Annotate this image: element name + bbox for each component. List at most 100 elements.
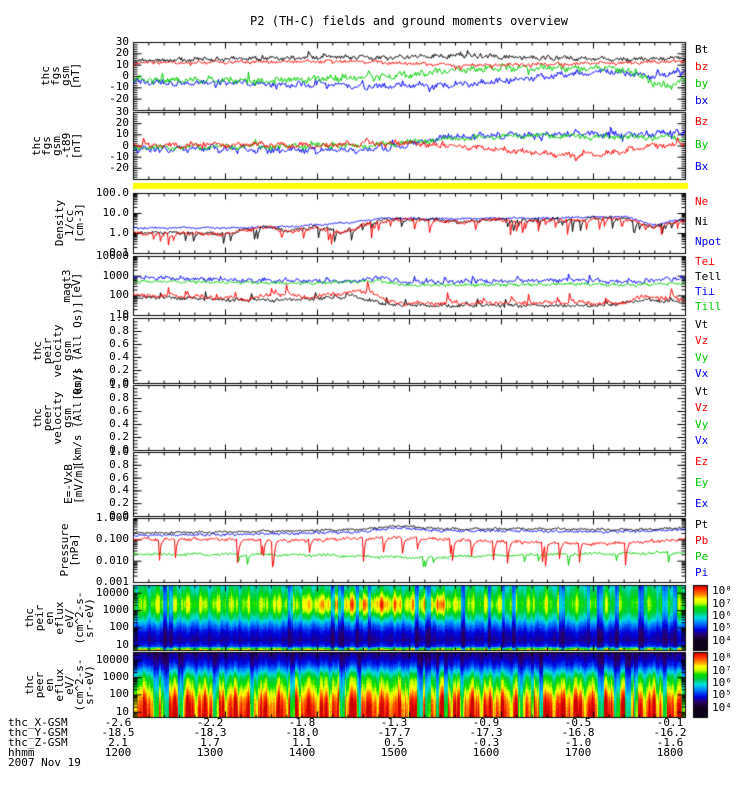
y-tick-label: 0.8 (109, 391, 129, 404)
legend-Bz: Bz (695, 115, 709, 128)
xaxis-value: -0.3 (472, 736, 500, 749)
y-tick-label: 0.4 (109, 483, 129, 496)
y-tick-label: 0.010 (95, 554, 129, 567)
legend-Ne: Ne (695, 195, 709, 208)
y-tick-label: 1000 (102, 269, 130, 282)
xaxis-row-label: thc_Z-GSM (8, 736, 68, 749)
y-tick-label: 0.2 (109, 363, 129, 376)
xaxis-value: -18.3 (193, 726, 227, 739)
y-tick-label: 1.0 (109, 378, 129, 391)
legend-Vx: Vx (695, 434, 709, 447)
xaxis-value: 1800 (656, 746, 684, 759)
panel-ylabel: Density 1/cc [cm-3] (53, 199, 86, 247)
y-tick-label: 0.6 (109, 337, 129, 350)
y-tick-label: 0.2 (109, 430, 129, 443)
colorbar-tick-label: 10⁴ (712, 701, 732, 714)
legend-bx: bx (695, 94, 709, 107)
xaxis-value: 1400 (288, 746, 316, 759)
legend-Vy: Vy (695, 418, 709, 431)
y-tick-label: 0.6 (109, 404, 129, 417)
y-tick-label: -20 (109, 92, 129, 105)
y-tick-label: 1.0 (109, 311, 129, 324)
legend-Pb: Pb (695, 534, 709, 547)
colorbar-tick-label: 10⁸ (712, 584, 732, 597)
xaxis-value: -1.3 (380, 716, 408, 729)
xaxis-value: -17.3 (469, 726, 503, 739)
xaxis-row-label: thc_Y-GSM (8, 726, 68, 739)
legend-Vt: Vt (695, 318, 709, 331)
y-tick-label: 0.001 (95, 575, 129, 588)
y-tick-label: 0 (122, 69, 129, 82)
xaxis-value: 0.5 (384, 736, 404, 749)
colorbar-tick-label: 10⁷ (712, 597, 732, 610)
panel-ylabel: thc fgs gsm -t89 [nT] (30, 132, 83, 160)
colorbar-tick-label: 10⁴ (712, 634, 732, 647)
y-tick-label: 1.0 (109, 226, 129, 239)
y-tick-label: 0.0 (109, 443, 129, 456)
colorbar-tick-label: 10⁷ (712, 664, 732, 677)
xaxis-value: 1.1 (292, 736, 312, 749)
panel-ylabel: Pressure [nPa] (58, 523, 81, 577)
legend-By: By (695, 138, 709, 151)
xaxis-value: -2.6 (104, 716, 132, 729)
y-tick-label: 1.000 (95, 511, 129, 524)
y-tick-label: 0 (122, 139, 129, 152)
xaxis-value: -0.9 (472, 716, 500, 729)
y-tick-label: 0.0 (109, 376, 129, 389)
colorbar-tick-label: 10⁵ (712, 688, 732, 701)
y-tick-label: 1.0 (109, 445, 129, 458)
y-tick-label: 0.2 (109, 496, 129, 509)
xaxis-value: -2.2 (196, 716, 224, 729)
legend-Vt: Vt (695, 385, 709, 398)
y-tick-label: 0.100 (95, 532, 129, 545)
xaxis-value: -18.5 (101, 726, 135, 739)
y-tick-label: 0.6 (109, 471, 129, 484)
xaxis-value: -17.7 (377, 726, 411, 739)
panel-ylabel: thc peir en eflux eV/ (cm^2-s- sr-eV) (23, 591, 96, 645)
xaxis-value: 1300 (196, 746, 224, 759)
legend-Vy: Vy (695, 351, 709, 364)
legend-Vz: Vz (695, 334, 709, 347)
xaxis-value: 1600 (472, 746, 500, 759)
y-tick-label: 10000 (95, 653, 129, 666)
xaxis-value: 1200 (104, 746, 132, 759)
legend-Bt: Bt (695, 43, 709, 56)
xaxis-row-label: thc_X-GSM (8, 716, 68, 729)
xaxis-value: -1.8 (288, 716, 316, 729)
y-tick-label: 10 (115, 308, 129, 321)
legend-Ey: Ey (695, 476, 709, 489)
legend-Pi: Pi (695, 566, 709, 579)
colorbar-tick-label: 10⁸ (712, 651, 732, 664)
legend-Ti⊥: Ti⊥ (695, 285, 715, 298)
xaxis-value: -0.5 (564, 716, 592, 729)
panel-ylabel: E=-VxB [mV/m] (62, 464, 85, 504)
colorbar-tick-label: 10⁶ (712, 676, 732, 689)
panel-ylabel: magt3 [eV] (60, 269, 83, 303)
xaxis-value: -16.2 (653, 726, 687, 739)
y-tick-label: 0.0 (109, 509, 129, 522)
y-tick-label: 30 (115, 105, 129, 118)
xaxis-value: -1.0 (564, 736, 592, 749)
xaxis-value: -1.6 (656, 736, 684, 749)
y-tick-label: 20 (115, 116, 129, 129)
y-tick-label: 0.4 (109, 417, 129, 430)
xaxis-value: 1.7 (200, 736, 220, 749)
xaxis-value: 1500 (380, 746, 408, 759)
xaxis-value: -16.8 (561, 726, 595, 739)
y-tick-label: 0.8 (109, 324, 129, 337)
xaxis-value: -18.0 (285, 726, 319, 739)
legend-Bx: Bx (695, 160, 709, 173)
colorbar-tick-label: 10⁶ (712, 609, 732, 622)
legend-Till: Till (695, 300, 722, 313)
y-tick-label: 100 (109, 288, 129, 301)
y-tick-label: 10000 (95, 249, 129, 262)
y-tick-label: -20 (109, 161, 129, 174)
y-tick-label: -10 (109, 80, 129, 93)
y-tick-label: 100 (109, 620, 129, 633)
y-tick-label: 30 (115, 35, 129, 48)
xaxis-value: 2.1 (108, 736, 128, 749)
y-tick-label: 10 (115, 705, 129, 718)
xaxis-value: -0.1 (656, 716, 684, 729)
legend-Te⊥: Te⊥ (695, 255, 715, 268)
